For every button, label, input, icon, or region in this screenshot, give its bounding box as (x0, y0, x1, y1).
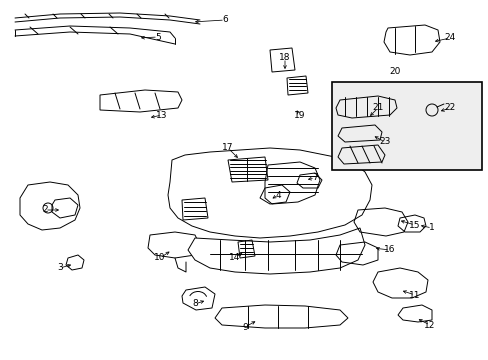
Text: 11: 11 (408, 291, 420, 300)
Polygon shape (168, 148, 371, 238)
Text: 17: 17 (222, 144, 233, 153)
Text: 9: 9 (242, 323, 247, 332)
Text: 2: 2 (42, 206, 48, 215)
Text: 13: 13 (156, 111, 167, 120)
Polygon shape (187, 228, 364, 274)
Text: 14: 14 (229, 252, 240, 261)
Text: 1: 1 (428, 224, 434, 233)
Text: 19: 19 (294, 111, 305, 120)
Text: 15: 15 (408, 220, 420, 230)
Text: 21: 21 (371, 104, 383, 112)
Text: 24: 24 (444, 33, 455, 42)
Text: 4: 4 (275, 190, 280, 199)
Text: 6: 6 (222, 15, 227, 24)
Text: 10: 10 (154, 253, 165, 262)
Text: 18: 18 (279, 54, 290, 63)
Text: 7: 7 (311, 174, 317, 183)
Text: 5: 5 (155, 32, 161, 41)
Text: 12: 12 (424, 320, 435, 329)
Text: 3: 3 (57, 264, 63, 273)
Text: 20: 20 (388, 68, 400, 77)
Text: 23: 23 (379, 138, 390, 147)
Text: 22: 22 (444, 104, 455, 112)
Text: 16: 16 (384, 246, 395, 255)
Text: 8: 8 (192, 300, 198, 309)
Bar (331, 82, 481, 170)
